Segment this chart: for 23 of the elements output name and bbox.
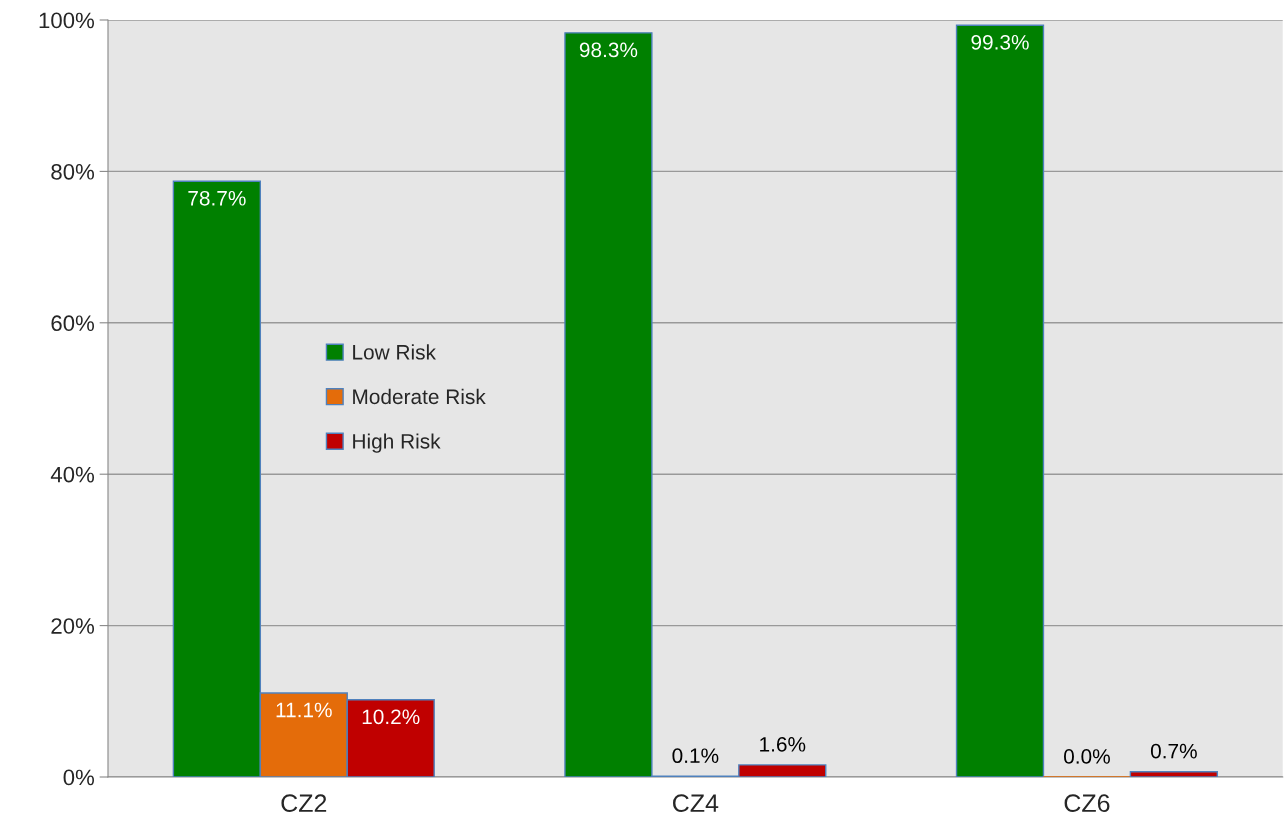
legend-label: Moderate Risk: [353, 388, 486, 405]
y-tick-label: 60%: [51, 315, 95, 332]
data-label: 99.3%: [971, 34, 1029, 50]
y-tick-label: 0%: [63, 769, 95, 786]
x-tick-label: CZ2: [281, 794, 327, 813]
data-label: 0.0%: [1064, 749, 1110, 764]
y-tick-label: 80%: [51, 163, 95, 180]
bar: [955, 24, 1045, 777]
data-label: 10.2%: [362, 709, 420, 725]
y-tick-label: 40%: [50, 466, 95, 483]
data-label: 98.3%: [579, 42, 638, 58]
x-tick-label: CZ4: [673, 794, 719, 813]
bar: [1129, 771, 1219, 777]
data-label: 11.1%: [276, 702, 332, 718]
data-label: 0.7%: [1150, 743, 1197, 759]
y-tick-label: 100%: [39, 12, 95, 29]
x-tick-label: CZ6: [1064, 794, 1110, 813]
y-tick-label: 20%: [51, 618, 95, 634]
legend-label: Low Risk: [353, 344, 436, 360]
data-label: 78.7%: [188, 190, 246, 206]
data-label: 1.6%: [760, 736, 806, 752]
data-label: 0.1%: [672, 748, 719, 764]
legend-label: High Risk: [353, 433, 441, 453]
